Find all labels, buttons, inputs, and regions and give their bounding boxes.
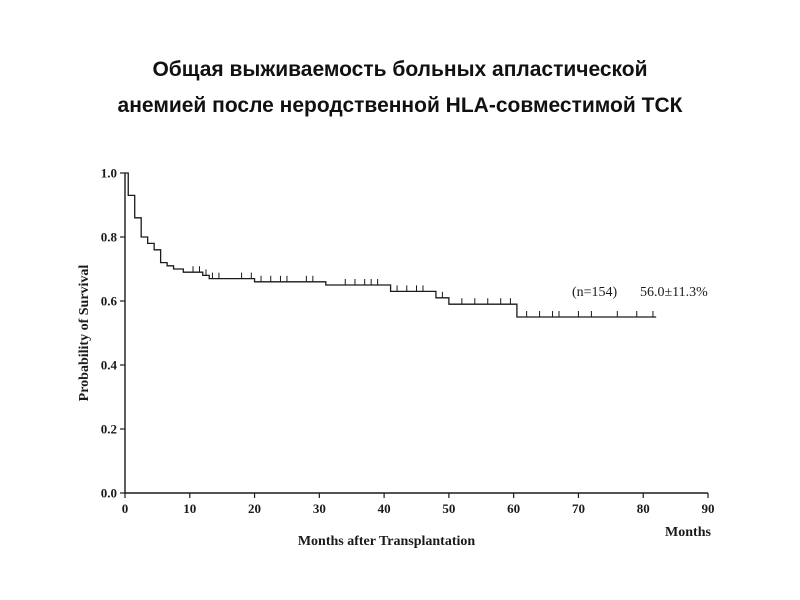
x-tick-label: 70 [572, 501, 585, 516]
x-axis-title: Months after Transplantation [298, 534, 476, 549]
y-tick-label: 0.0 [101, 486, 117, 501]
x-tick-label: 80 [637, 501, 650, 516]
ticks: 0.0 0.2 0.4 0.6 0.8 1.0 0 10 20 30 40 50 60 70 80 90 [101, 166, 715, 517]
y-tick-label: 0.4 [101, 358, 118, 373]
censor-marks [192, 266, 654, 317]
title-line-2: анемией после неродственной HLA-совмести… [117, 94, 683, 117]
y-tick-label: 1.0 [101, 166, 117, 181]
survival-curve [125, 172, 657, 318]
x-tick-label: 10 [183, 501, 196, 516]
y-tick-label: 0.2 [101, 422, 117, 437]
x-tick-label: 50 [442, 501, 455, 516]
y-tick-label: 0.8 [101, 230, 118, 245]
x-tick-label: 90 [702, 501, 715, 516]
slide-title: Общая выживаемость больных апластической… [0, 52, 800, 124]
y-axis-title: Probability of Survival [77, 265, 92, 402]
y-tick-label: 0.6 [101, 294, 118, 309]
title-line-1: Общая выживаемость больных апластической [152, 58, 648, 81]
survival-rate-annotation: 56.0±11.3% [640, 285, 708, 300]
x-axis-unit-label: Months [665, 525, 711, 540]
sample-size-annotation: (n=154) [572, 285, 618, 300]
x-tick-label: 20 [248, 501, 261, 516]
x-tick-label: 40 [378, 501, 391, 516]
x-tick-label: 30 [313, 501, 326, 516]
x-tick-label: 0 [122, 501, 129, 516]
axes [124, 173, 708, 494]
x-tick-label: 60 [507, 501, 520, 516]
